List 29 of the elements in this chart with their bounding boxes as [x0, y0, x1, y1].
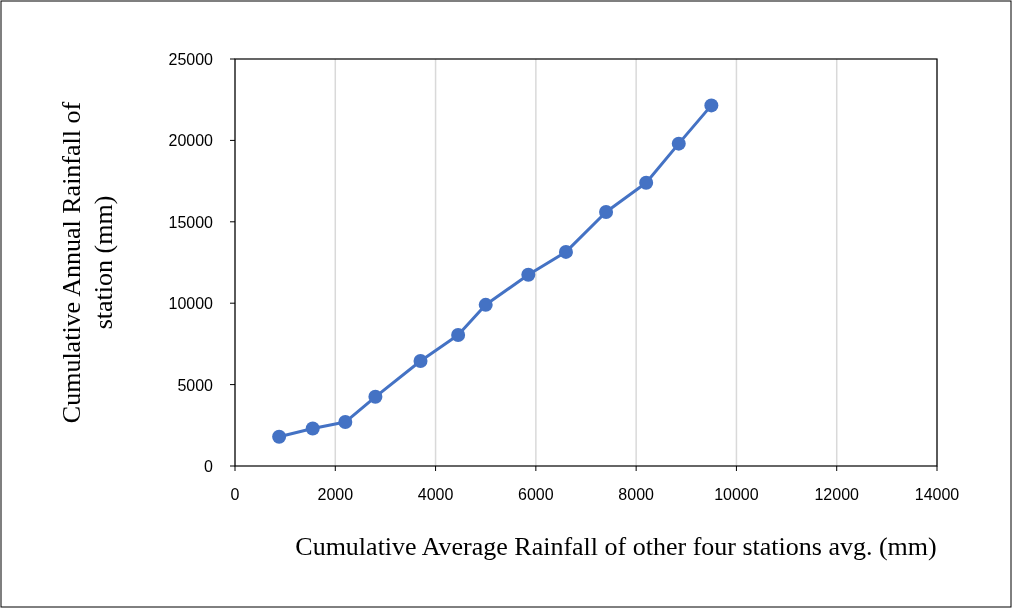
y-tick-label: 5000 — [177, 376, 214, 394]
y-tick-label: 20000 — [168, 132, 214, 150]
point — [413, 353, 428, 368]
x-tick-label: 10000 — [714, 486, 759, 503]
y-axis-title: Cumulative Annual Rainfall of station (mm) — [57, 101, 118, 424]
x-tick-label: 0 — [230, 486, 240, 503]
x-axis-title: Cumulative Average Rainfall of other four stations avg. (mm) — [295, 532, 937, 561]
point — [368, 389, 383, 404]
x-tick-label: 12000 — [814, 486, 860, 503]
x-tick-label: 14000 — [914, 486, 960, 503]
point — [451, 327, 466, 342]
y-tick-label: 10000 — [168, 295, 214, 313]
x-tick-label: 4000 — [417, 486, 454, 503]
point — [521, 267, 536, 282]
point — [599, 205, 614, 220]
point — [305, 421, 320, 436]
x-tick-label: 8000 — [618, 486, 655, 503]
point — [478, 297, 493, 312]
y-tick-label: 0 — [204, 458, 214, 475]
y-tick-label: 25000 — [168, 51, 214, 68]
y-tick-label: 15000 — [168, 213, 214, 231]
point — [338, 415, 353, 430]
point — [639, 175, 654, 190]
point — [704, 98, 719, 113]
point — [558, 244, 573, 259]
x-tick-label: 6000 — [518, 486, 554, 503]
x-tick-label: 2000 — [317, 486, 354, 503]
point — [272, 429, 287, 444]
point — [671, 136, 686, 151]
